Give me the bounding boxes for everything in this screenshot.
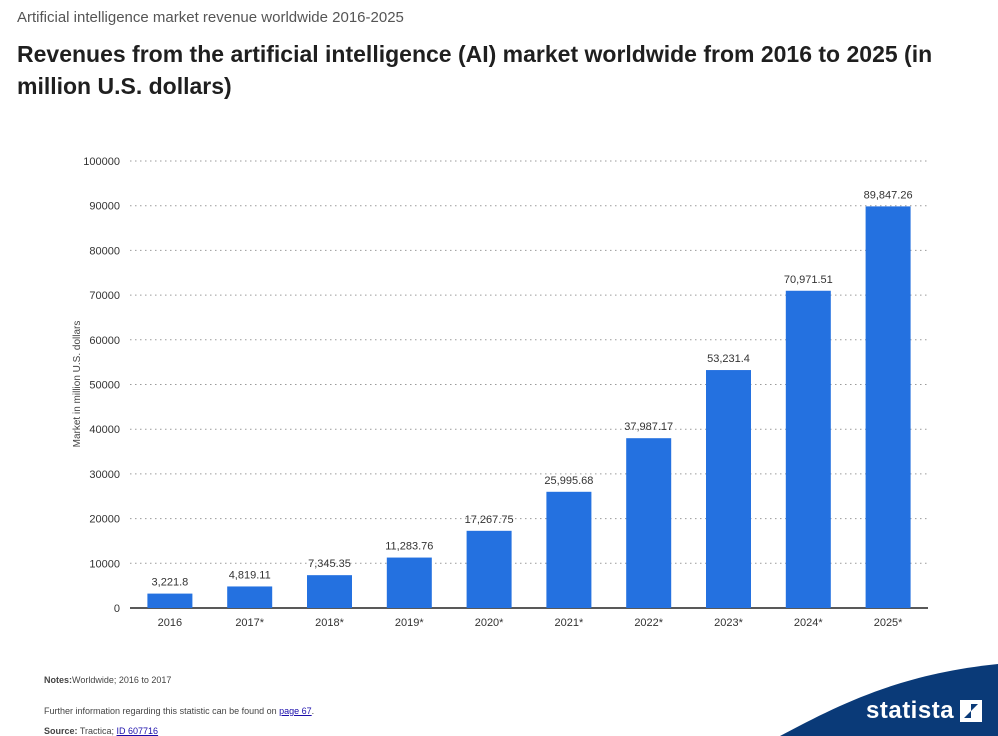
bar[interactable] [706,370,751,608]
bar[interactable] [227,586,273,608]
brand-name: statista [866,697,955,724]
statista-logo: statista [780,664,998,736]
data-label: 70,971.51 [784,274,833,286]
bar[interactable] [626,438,672,608]
x-tick-labels: 2016 2017* 2018* 2019* 2020* 2021* 2022* 2023* 2… [158,617,904,629]
y-tick-label: 50000 [89,380,120,392]
data-label: 7,345.35 [308,558,351,570]
value-labels: 3,221.8 4,819.11 7,345.35 11,283.76 17,267.7… [152,189,913,588]
x-tick-label: 2017* [235,617,264,629]
source-label: Source: [44,726,78,736]
x-tick-label: 2025* [874,617,903,629]
bar[interactable] [546,491,592,608]
bar[interactable] [466,530,512,608]
x-tick-label: 2023* [714,617,743,629]
y-tick-label: 60000 [89,335,120,347]
notes-label: Notes: [44,675,73,685]
y-tick-label: 10000 [89,558,120,570]
logo-swoosh [780,664,998,736]
data-label: 4,819.11 [229,569,271,581]
notes-text: Worldwide; 2016 to 2017 [72,675,172,685]
y-tick-label: 70000 [89,290,120,302]
y-tick-label: 80000 [89,245,120,257]
y-tick-label: 100000 [83,156,120,168]
y-tick-label: 30000 [89,469,120,481]
x-tick-label: 2022* [634,617,663,629]
x-tick-label: 2019* [395,617,424,629]
x-tick-label: 2024* [794,617,823,629]
notes: Notes:Worldwide; 2016 to 2017 [44,675,171,685]
bar[interactable] [865,206,911,608]
further-info-text: Further information regarding this stati… [44,706,280,716]
y-tick-label: 40000 [89,424,120,436]
page-link[interactable]: page 67 [279,706,312,716]
data-label: 25,995.68 [544,475,593,487]
y-tick-label: 90000 [89,201,120,213]
y-tick-label: 20000 [89,514,120,526]
x-tick-label: 2021* [555,617,584,629]
chart-supertitle: Artificial intelligence market revenue w… [17,9,404,26]
data-label: 89,847.26 [864,189,913,201]
source-text: Tractica; [77,726,117,736]
bar-chart: 3,221.8 4,819.11 7,345.35 11,283.76 17,267.7… [72,156,928,629]
x-tick-label: 2020* [475,617,504,629]
source: Source: Tractica; ID 607716 [44,726,158,736]
x-tick-label: 2018* [315,617,344,629]
bar[interactable] [147,593,193,608]
bars [147,206,911,608]
bar[interactable] [386,557,432,608]
data-label: 11,283.76 [385,541,433,553]
statista-mark-icon [960,700,982,722]
data-label: 3,221.8 [152,577,189,589]
further-info: Further information regarding this stati… [44,706,314,716]
y-axis-label: Market in million U.S. dollars [72,321,83,448]
source-id-link[interactable]: ID 607716 [116,726,159,736]
bar[interactable] [785,290,831,608]
data-label: 37,987.17 [624,421,673,433]
data-label: 17,267.75 [465,514,514,526]
y-tick-label: 0 [114,603,120,615]
chart-title: Revenues from the artificial intelligenc… [17,41,933,99]
data-label: 53,231.4 [707,353,750,365]
further-info-end: . [311,706,315,716]
y-tick-labels: 0 10000 20000 30000 40000 50000 60000 70000 8000… [83,156,120,615]
x-tick-label: 2016 [158,617,182,629]
bar[interactable] [307,575,352,608]
